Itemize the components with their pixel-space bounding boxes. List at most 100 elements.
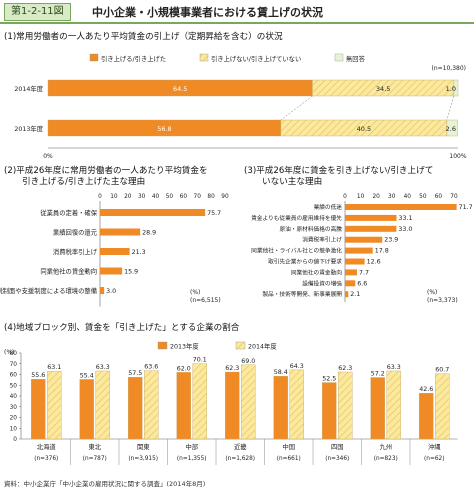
bar (345, 236, 383, 243)
bar (100, 267, 123, 275)
category-label: 2014年度 (14, 84, 43, 93)
category-label: 原油・原材料価格の高騰 (279, 225, 342, 233)
tick-label: 0 (98, 194, 102, 200)
data-label: 28.9 (142, 230, 156, 237)
data-label: 6.6 (357, 280, 367, 287)
category-label: 同業他社・ライバル社との競争激化 (251, 247, 342, 255)
data-label: 15.9 (124, 269, 138, 276)
legend-swatch-1 (157, 341, 168, 350)
panel3-chart: 0 10 20 30 40 50 60 70 業績の低迷 71.7 賃金よりも従業員の雇用維持を優先… (251, 194, 473, 304)
tick-label: 70 (10, 362, 18, 368)
data-label: 63.3 (96, 364, 110, 371)
tick-label: 30 (388, 194, 396, 200)
tick-label: 60 (435, 194, 443, 200)
panel1-n-note: (n=10,380) (431, 65, 466, 72)
category-label: 東北 (88, 442, 101, 451)
legend-swatch-1 (89, 53, 99, 62)
source-note: 資料：中小企業庁「中小企業の雇用状況に関する調査」(2014年8月) (4, 480, 206, 488)
legend-swatch-3 (334, 53, 344, 62)
bar (79, 379, 94, 440)
data-label: 63.1 (47, 364, 61, 371)
legend-label-1: 2013年度 (170, 342, 199, 351)
category-label: 業績回復の還元 (53, 228, 98, 237)
category-label: 従業員の定着・確保 (40, 208, 97, 217)
connector-line (280, 95, 313, 121)
tick-label: 90 (221, 194, 229, 200)
category-label: 九州 (379, 442, 392, 451)
data-label: 7.7 (359, 269, 369, 276)
legend-label-3: 無回答 (346, 54, 366, 63)
tick-label: 30 (138, 194, 146, 200)
tick-label: 60 (10, 373, 18, 379)
tick-label: 50 (10, 383, 18, 389)
sample-size-label: (n=1,628) (225, 456, 255, 462)
bar (345, 269, 357, 276)
panel3-title-line2: いない主な理由 (262, 177, 323, 187)
tick-label: 60 (180, 194, 188, 200)
legend-label-2: 2014年度 (248, 342, 277, 351)
bar (386, 370, 401, 440)
data-label: 1.0 (446, 85, 456, 93)
panel3-title: (3)平成26年度に賃金を引き上げない/引き上げて いない主な理由 (244, 166, 433, 188)
category-label: 同業他社の賃金動向 (40, 267, 97, 276)
sample-size-label: (n=376) (34, 456, 58, 462)
category-label: 近畿 (234, 442, 247, 451)
bar (370, 377, 385, 440)
data-label: 71.7 (459, 204, 473, 211)
bar (345, 291, 349, 298)
bar (176, 372, 191, 440)
data-label: 63.3 (387, 364, 401, 371)
bar-segment (453, 79, 459, 97)
data-label: 42.6 (419, 386, 433, 393)
data-label: 62.0 (177, 365, 191, 372)
tick-label: 70 (194, 194, 202, 200)
bar (345, 204, 457, 210)
data-label: 62.3 (225, 365, 239, 372)
bar (144, 370, 159, 440)
bar (100, 287, 105, 294)
bar (47, 370, 62, 440)
category-label: 2013年度 (14, 124, 43, 133)
axis-min-label: 0% (43, 153, 53, 160)
bar (241, 364, 256, 440)
tick-label: 80 (10, 351, 18, 357)
category-label: 取引先企業からの値下げ要求 (268, 258, 342, 266)
figure-title: 中小企業・小規模事業者における賃上げの状況 (92, 6, 323, 19)
panel1-title: (1)常用労働者の一人あたり平均賃金の引上げ（定期昇給を含む）の状況 (4, 32, 283, 42)
bar (345, 247, 373, 254)
category-label: 消費税率引上げ (302, 236, 342, 244)
unit-note: (%) (4, 349, 14, 356)
category-label: 製品・技術等開発、新事業展開 (262, 290, 342, 298)
bar (289, 369, 304, 440)
category-label: 消費税率引上げ (53, 247, 98, 256)
category-label: 北海道 (37, 442, 57, 451)
tick-label: 10 (10, 426, 18, 432)
data-label: 64.5 (173, 85, 187, 93)
category-label: 賃金よりも従業員の雇用維持を優先 (251, 214, 342, 222)
data-label: 12.6 (367, 259, 381, 266)
data-label: 34.5 (376, 85, 390, 93)
sample-size-label: (n=787) (83, 456, 107, 462)
sample-size-label: (n=346) (325, 456, 349, 462)
figure-number: 第1-2-11図 (4, 3, 71, 21)
data-label: 70.1 (193, 357, 207, 364)
unit-note: (%) (190, 289, 200, 296)
legend-swatch-2 (235, 341, 246, 350)
tick-label: 0 (13, 437, 17, 443)
tick-label: 70 (450, 194, 458, 200)
panel2-title-line2: 引き上げる/引き上げた主な理由 (22, 177, 146, 187)
bar (225, 371, 240, 440)
data-label: 69.0 (241, 358, 255, 365)
axis-max-label: 100% (449, 153, 466, 160)
bar (345, 280, 356, 287)
data-label: 2.1 (350, 291, 360, 298)
panel4-title: (4)地域ブロック別、賃金を「引き上げた」とする企業の割合 (4, 323, 240, 333)
data-label: 2.6 (446, 125, 456, 133)
tick-label: 20 (372, 194, 380, 200)
data-label: 3.0 (106, 288, 116, 295)
n-note: (n=3,373) (427, 297, 458, 304)
connector-line (446, 95, 455, 121)
data-label: 64.3 (290, 363, 304, 370)
data-label: 33.1 (399, 215, 413, 222)
data-label: 57.5 (128, 370, 142, 377)
